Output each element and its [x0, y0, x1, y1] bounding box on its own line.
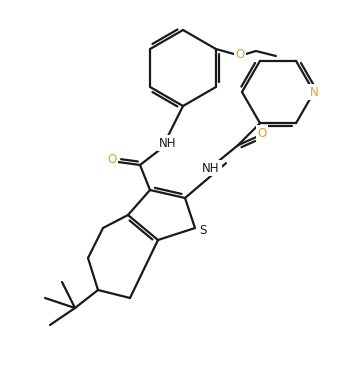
- Text: O: O: [257, 127, 267, 140]
- Text: NH: NH: [159, 137, 177, 149]
- Text: NH: NH: [202, 162, 220, 175]
- Text: O: O: [235, 47, 245, 61]
- Text: O: O: [108, 152, 117, 165]
- Text: N: N: [310, 85, 318, 98]
- Text: S: S: [199, 223, 207, 236]
